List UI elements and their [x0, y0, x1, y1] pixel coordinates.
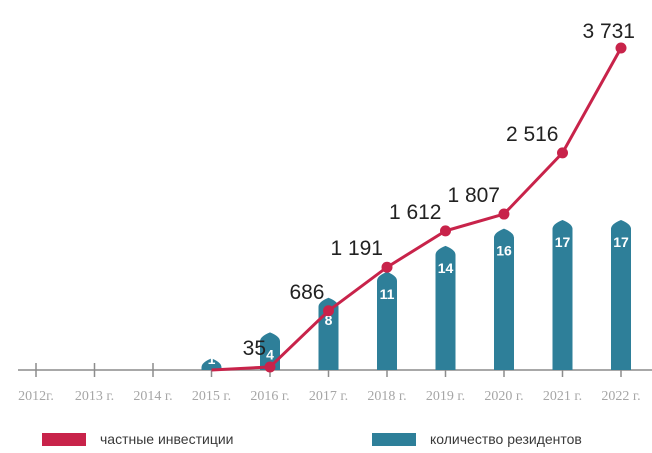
investment-point — [557, 147, 568, 159]
investment-label: 1 807 — [447, 184, 500, 207]
investment-label: 3 731 — [582, 20, 635, 43]
resident-bar — [377, 271, 397, 370]
x-tick-label: 2019 г. — [426, 389, 465, 404]
x-tick-label: 2017 г. — [309, 389, 348, 404]
legend-item-residents: количество резидентов — [372, 429, 582, 449]
x-tick-label: 2013 г. — [75, 389, 114, 404]
resident-bar-label: 1 — [208, 351, 216, 367]
resident-bar-label: 8 — [325, 312, 333, 328]
investment-point — [264, 361, 276, 373]
investment-label: 35 — [243, 337, 266, 360]
investment-label: 1 612 — [389, 201, 442, 224]
x-tick-label: 2021 г. — [543, 389, 582, 404]
resident-bar-label: 17 — [555, 234, 571, 250]
x-tick-label: 2020 г. — [484, 389, 523, 404]
resident-bar — [611, 219, 631, 370]
resident-bar-label: 14 — [438, 260, 454, 276]
resident-bar-label: 16 — [496, 243, 512, 259]
investment-point — [615, 42, 627, 54]
investment-label: 2 516 — [506, 123, 559, 146]
investment-label: 1 191 — [330, 237, 383, 260]
resident-bar — [435, 245, 456, 370]
resident-bar — [552, 219, 573, 370]
resident-bar — [201, 358, 222, 370]
legend-swatch-residents — [372, 432, 416, 446]
x-tick-label: 2016 г. — [250, 389, 289, 404]
investment-point — [440, 225, 451, 237]
investments-line-path — [211, 47, 623, 372]
investment-point — [498, 208, 510, 220]
legend-item-investments: частные инвестиции — [42, 429, 233, 449]
x-tick-label: 2014 г. — [133, 389, 172, 404]
legend-swatch-investments — [42, 432, 86, 446]
resident-bar-label: 11 — [380, 286, 395, 302]
x-tick-label: 2022 г. — [601, 389, 640, 404]
legend-label-residents: количество резидентов — [430, 431, 582, 447]
investment-label: 686 — [289, 281, 324, 304]
investment-point — [381, 261, 393, 273]
x-tick-label: 2012г. — [18, 389, 54, 404]
investment-point — [323, 305, 334, 317]
x-tick-labels: 2012г. 2013 г. 2014 г. 2015 г. 2016 г. 2017 г… — [18, 389, 640, 404]
resident-bar — [494, 228, 514, 370]
resident-bar-label: 4 — [266, 346, 274, 362]
resident-bar-label: 17 — [613, 234, 629, 250]
x-tick-label: 2018 г. — [367, 389, 406, 404]
x-tick-label: 2015 г. — [192, 389, 231, 404]
legend-label-investments: частные инвестиции — [100, 431, 234, 447]
